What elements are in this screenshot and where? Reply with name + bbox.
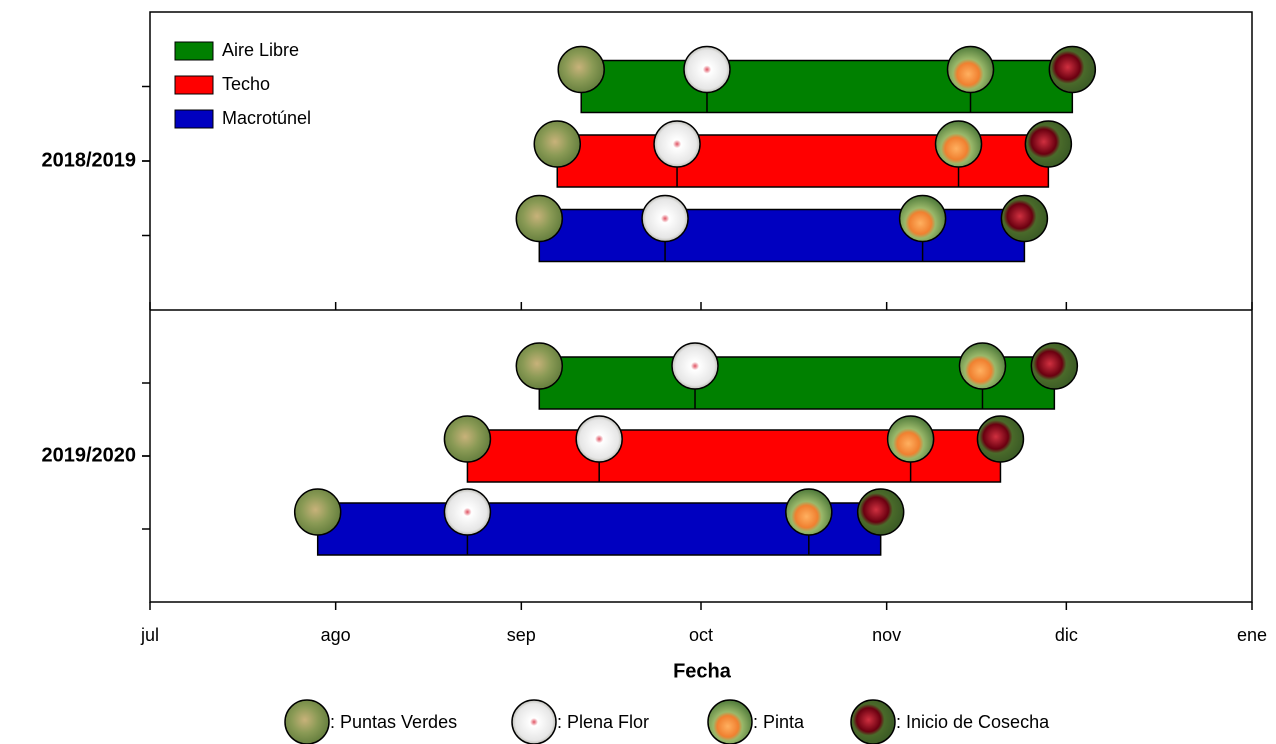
x-tick-label: ago (321, 625, 351, 645)
legend-label: Aire Libre (222, 40, 299, 60)
stage-icon (1001, 196, 1047, 242)
stage-icon (858, 489, 904, 535)
stage-icon (558, 47, 604, 93)
legend-swatch (175, 76, 213, 94)
stage-icon (444, 416, 490, 462)
stage-icon (977, 416, 1023, 462)
stage-icon (1025, 121, 1071, 167)
stage-legend-label: : Plena Flor (557, 712, 649, 732)
stage-legend-icon (708, 700, 752, 744)
stage-icon (1049, 47, 1095, 93)
legend-swatch (175, 42, 213, 60)
x-tick-label: oct (689, 625, 713, 645)
stage-legend-icon (851, 700, 895, 744)
stage-legend-label: : Pinta (753, 712, 805, 732)
stage-legend-label: : Puntas Verdes (330, 712, 457, 732)
group-label: 2019/2020 (41, 444, 136, 466)
stage-icon (888, 416, 934, 462)
stage-legend-icon (285, 700, 329, 744)
stage-icon (900, 196, 946, 242)
stage-icon (516, 343, 562, 389)
stage-icon (576, 416, 622, 462)
x-tick-label: ene (1237, 625, 1267, 645)
x-tick-label: nov (872, 625, 901, 645)
stage-icon (444, 489, 490, 535)
bar (581, 61, 1072, 113)
stage-icon (642, 196, 688, 242)
bar (539, 210, 1024, 262)
stage-icon (786, 489, 832, 535)
stage-legend-icon (512, 700, 556, 744)
legend-label: Macrotúnel (222, 108, 311, 128)
x-axis-label: Fecha (673, 660, 732, 682)
chart: Fecha jul ago sep oct nov dic ene 2018/2019 2019… (0, 0, 1276, 744)
stage-icon (936, 121, 982, 167)
x-tick-label: sep (507, 625, 536, 645)
stage-icon (654, 121, 700, 167)
stage-icon (672, 343, 718, 389)
x-tick-label: dic (1055, 625, 1078, 645)
group-label: 2018/2019 (41, 149, 136, 171)
legend-swatch (175, 110, 213, 128)
stage-icon (534, 121, 580, 167)
stage-icon (959, 343, 1005, 389)
stage-legend-label: : Inicio de Cosecha (896, 712, 1050, 732)
legend-label: Techo (222, 74, 270, 94)
stage-icon (295, 489, 341, 535)
x-tick-label: jul (140, 625, 159, 645)
stage-icon (684, 47, 730, 93)
stage-icon (516, 196, 562, 242)
stage-icon (1031, 343, 1077, 389)
stage-icon (948, 47, 994, 93)
